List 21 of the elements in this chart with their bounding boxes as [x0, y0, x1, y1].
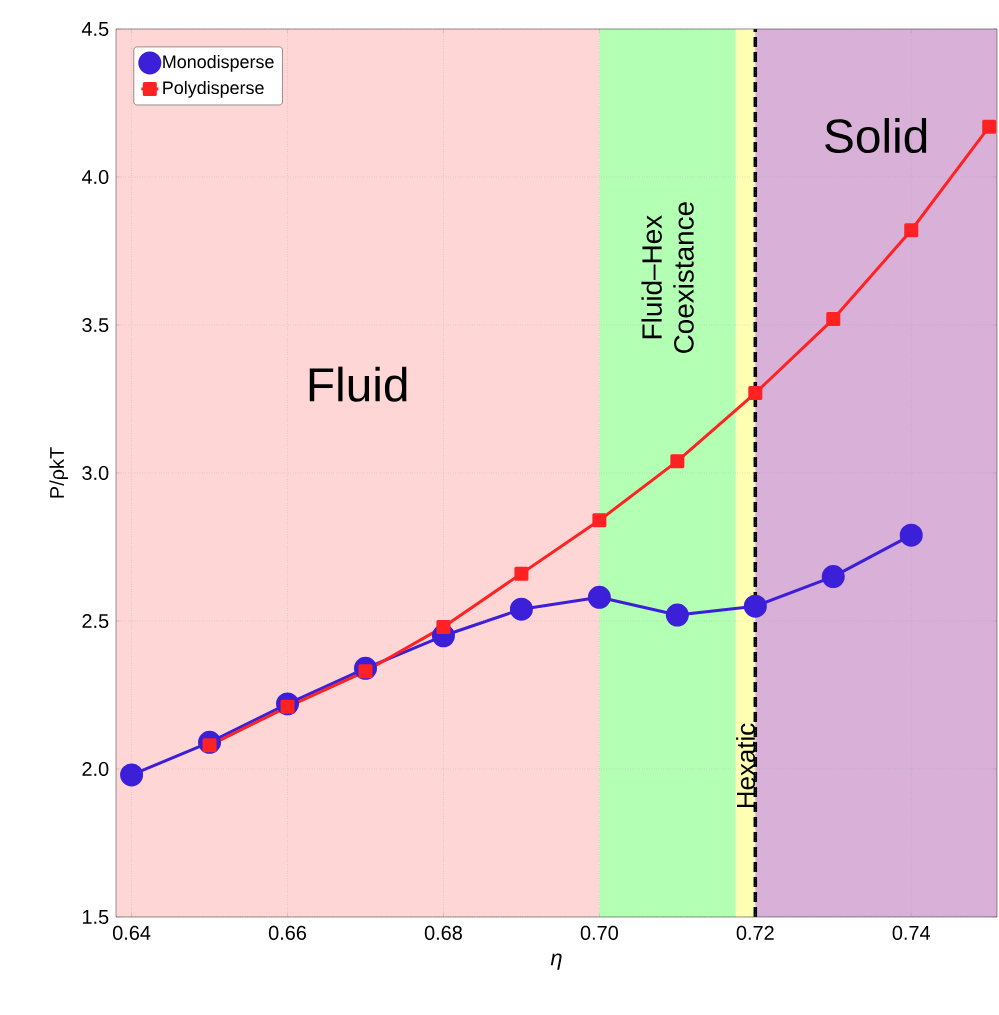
- y-tick-label: 2.0: [82, 761, 109, 777]
- y-tick-label: 4.5: [81, 22, 109, 36]
- legend-label: Monodisperse: [163, 54, 274, 72]
- legend-label: Polydisperse: [163, 80, 264, 98]
- x-axis-title: η: [550, 953, 562, 970]
- x-tick-label: 0.68: [424, 925, 462, 940]
- band-label: Hexatic: [736, 723, 756, 808]
- band-label: Solid: [825, 117, 927, 154]
- y-tick-label: 1.5: [82, 910, 109, 924]
- y-tick-label: 2.5: [82, 613, 109, 629]
- x-tick-label: 0.64: [112, 925, 151, 940]
- x-tick-label: 0.70: [580, 925, 618, 940]
- x-tick-label: 0.72: [736, 925, 774, 940]
- y-tick-label: 4.0: [81, 169, 109, 185]
- x-tick-label: 0.74: [892, 925, 931, 940]
- x-tick-label: 0.66: [268, 925, 307, 940]
- y-tick-label: 3.5: [82, 317, 109, 333]
- y-axis-title: P/ρkT: [49, 447, 68, 498]
- band-label: Fluid–Hex Coexistance: [641, 202, 694, 353]
- y-tick-label: 3.0: [82, 465, 109, 481]
- band-label: Fluid: [309, 366, 407, 402]
